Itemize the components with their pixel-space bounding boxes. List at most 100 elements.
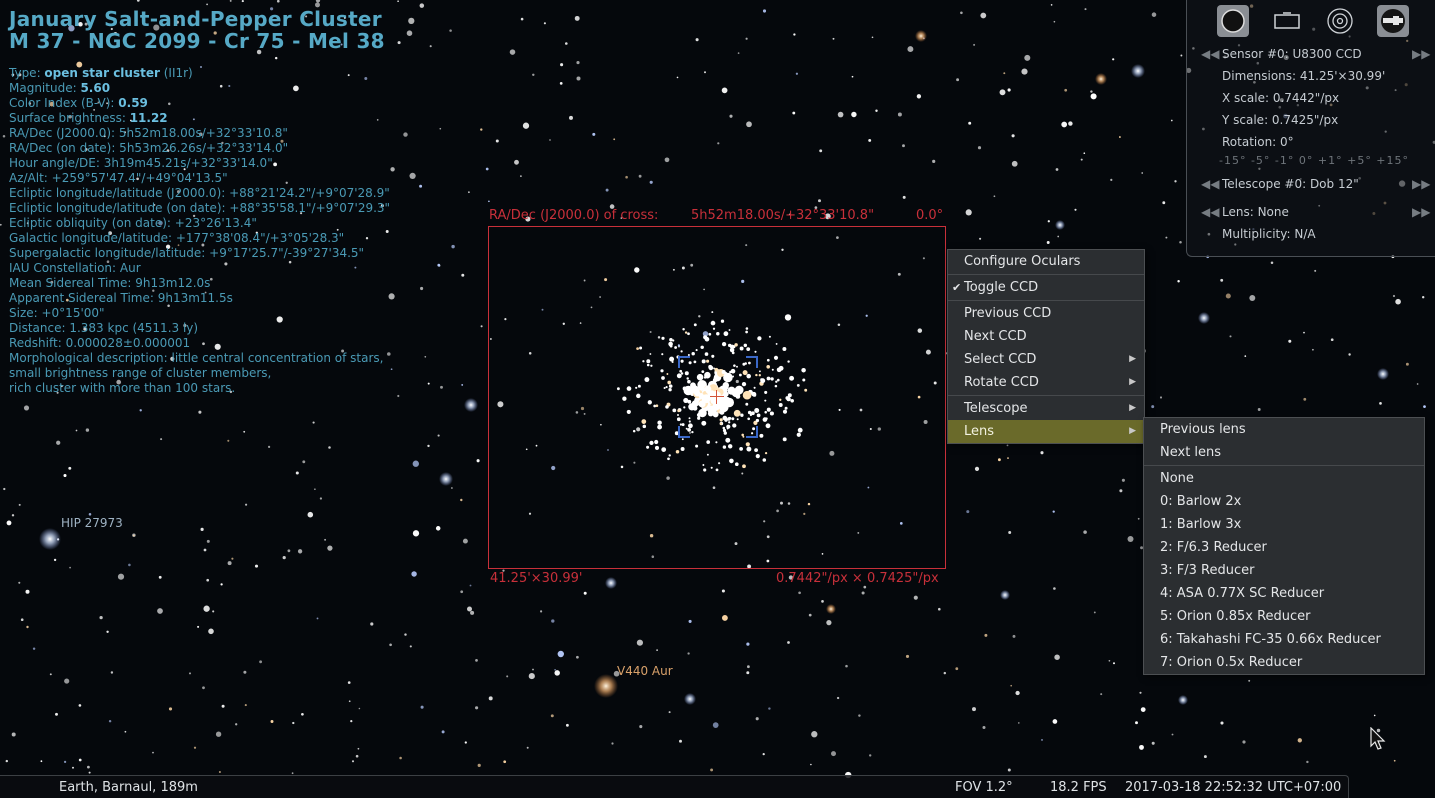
object-redshift: Redshift: 0.000028±0.000001 — [9, 336, 191, 350]
menu-next-ccd[interactable]: Next CCD — [964, 329, 1027, 344]
star — [55, 712, 58, 716]
cluster-star — [661, 376, 665, 380]
star — [1017, 722, 1020, 724]
cluster-star — [655, 404, 659, 408]
cluster-star — [731, 351, 735, 355]
star — [526, 746, 529, 749]
menu-rotate-ccd[interactable]: Rotate CCD ▶ — [948, 371, 1144, 394]
star — [229, 0, 232, 2]
cluster-star — [688, 361, 692, 365]
star — [1288, 339, 1292, 343]
star — [965, 209, 972, 216]
menu-select-ccd[interactable]: Select CCD ▶ — [948, 348, 1144, 371]
star — [502, 569, 505, 572]
star — [755, 717, 759, 721]
star — [256, 49, 262, 55]
star — [932, 159, 936, 163]
star — [590, 306, 593, 309]
next-lens-arrow-icon[interactable]: ▶▶ — [1412, 205, 1431, 219]
cluster-star — [739, 346, 744, 351]
cluster-star — [734, 462, 739, 467]
menu-lens-none[interactable]: None — [1160, 471, 1194, 486]
star — [1270, 261, 1274, 264]
previous-sensor-arrow-icon[interactable]: ◀◀ — [1201, 47, 1220, 61]
star — [1010, 684, 1013, 687]
ccd-view-button[interactable] — [1271, 5, 1303, 37]
menu-toggle-ccd[interactable]: ✔ Toggle CCD — [948, 276, 1144, 299]
star — [166, 149, 170, 152]
star — [1392, 294, 1396, 298]
star — [520, 17, 524, 21]
star — [469, 584, 472, 587]
cluster-star — [626, 386, 632, 391]
menu-lens[interactable]: Lens ▶ — [948, 420, 1144, 443]
object-ra-dec-on-date: RA/Dec (on date): 5h53m26.26s/+32°33'14.… — [9, 141, 289, 155]
previous-lens-arrow-icon[interactable]: ◀◀ — [1201, 205, 1220, 219]
star — [1139, 744, 1144, 750]
menu-lens-item[interactable]: 4: ASA 0.77X SC Reducer — [1160, 586, 1325, 601]
star — [1180, 54, 1183, 57]
star — [551, 465, 556, 471]
star-hip-27973 — [39, 528, 61, 550]
cluster-star — [749, 413, 753, 417]
cluster-star — [668, 454, 671, 457]
star — [1179, 240, 1182, 244]
eyepiece-button[interactable] — [1377, 5, 1409, 37]
star — [113, 32, 118, 36]
status-datetime[interactable]: 2017-03-18 22:52:32 UTC+07:00 — [1125, 780, 1342, 795]
menu-lens-item[interactable]: 5: Orion 0.85x Reducer — [1160, 609, 1311, 624]
menu-next-lens[interactable]: Next lens — [1160, 445, 1222, 460]
status-bar: Earth, Barnaul, 189m FOV 1.2° 18.2 FPS 2… — [0, 775, 1349, 798]
cluster-star — [691, 351, 695, 356]
menu-lens-item[interactable]: 2: F/6.3 Reducer — [1160, 540, 1267, 555]
star — [221, 704, 225, 708]
telrad-button[interactable] — [1324, 5, 1356, 37]
menu-telescope[interactable]: Telescope ▶ — [948, 397, 1144, 420]
rotation-scale[interactable]: -15° -5° -1° 0° +1° +5° +15° — [1219, 154, 1410, 167]
star — [409, 172, 416, 180]
menu-previous-ccd[interactable]: Previous CCD — [964, 306, 1052, 321]
previous-telescope-arrow-icon[interactable]: ◀◀ — [1201, 177, 1220, 191]
next-sensor-arrow-icon[interactable]: ▶▶ — [1412, 47, 1431, 61]
star — [503, 760, 507, 764]
menu-lens-item[interactable]: 6: Takahashi FC-35 0.66x Reducer — [1160, 632, 1381, 647]
cluster-star — [641, 419, 647, 424]
star — [224, 262, 228, 266]
star — [689, 431, 691, 434]
cluster-star — [776, 378, 780, 382]
menu-lens-item[interactable]: 3: F/3 Reducer — [1160, 563, 1255, 578]
menu-configure-oculars[interactable]: Configure Oculars — [964, 254, 1081, 269]
cluster-star — [669, 356, 675, 362]
star — [420, 705, 424, 709]
menu-lens-item[interactable]: 0: Barlow 2x — [1160, 494, 1242, 509]
star — [451, 487, 453, 489]
star — [370, 622, 374, 626]
menu-lens-item[interactable]: 7: Orion 0.5x Reducer — [1160, 655, 1303, 670]
star — [1393, 759, 1396, 762]
star — [355, 754, 359, 758]
next-telescope-arrow-icon[interactable]: ▶▶ — [1412, 177, 1431, 191]
menu-previous-lens[interactable]: Previous lens — [1160, 422, 1246, 437]
star — [440, 385, 443, 389]
ocular-view-button[interactable] — [1217, 5, 1249, 37]
star — [1055, 168, 1059, 171]
star — [212, 610, 215, 613]
star — [255, 231, 258, 234]
star — [221, 141, 224, 145]
star — [424, 355, 427, 358]
menu-lens-item[interactable]: 1: Barlow 3x — [1160, 517, 1242, 532]
status-location[interactable]: Earth, Barnaul, 189m — [59, 780, 198, 795]
star — [292, 721, 295, 725]
star — [620, 217, 623, 219]
cluster-star — [693, 360, 697, 364]
cluster-star — [755, 454, 760, 459]
cluster-star — [725, 437, 731, 443]
star — [1220, 721, 1224, 725]
star — [832, 37, 835, 40]
star — [123, 131, 126, 134]
object-morphology-2: small brightness range of cluster member… — [9, 366, 272, 380]
star — [389, 643, 392, 647]
cluster-star — [758, 374, 761, 377]
star — [747, 564, 752, 569]
star — [745, 244, 748, 247]
